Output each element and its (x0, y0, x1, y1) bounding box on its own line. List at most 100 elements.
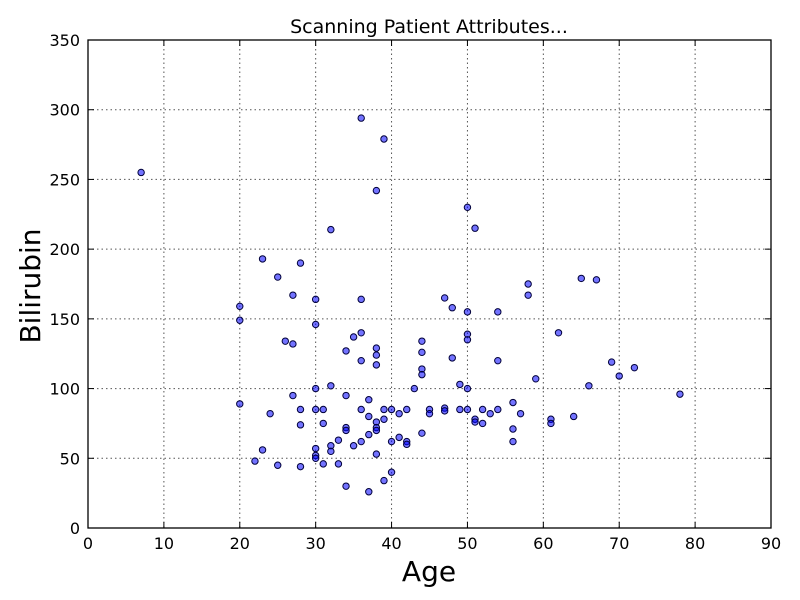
scatter-point (349, 442, 358, 450)
scatter-point (380, 135, 388, 143)
scatter-point (349, 333, 358, 341)
scatter-point (296, 462, 305, 471)
scatter-point (258, 446, 267, 454)
scatter-point (137, 168, 145, 177)
scatter-point (311, 454, 320, 462)
scatter-point (311, 444, 320, 453)
scatter-point (319, 460, 327, 468)
scatter-point (403, 405, 411, 414)
y-tick-label: 250 (49, 170, 80, 189)
data-points (137, 114, 684, 496)
scatter-point (494, 405, 502, 414)
scatter-point (236, 316, 244, 324)
y-tick-label: 100 (49, 380, 80, 399)
scatter-point (471, 224, 479, 232)
scatter-point (532, 375, 540, 383)
scatter-point (311, 320, 320, 329)
scatter-point (418, 370, 426, 379)
x-tick-label: 90 (761, 534, 781, 553)
grid (88, 40, 771, 528)
scatter-point (478, 419, 487, 428)
scatter-point (334, 436, 343, 444)
scatter-point (365, 430, 373, 439)
scatter-point (311, 384, 320, 393)
scatter-point (418, 348, 426, 357)
x-tick-label: 0 (83, 534, 93, 553)
scatter-point (463, 384, 472, 393)
scatter-point (357, 405, 365, 414)
scatter-point (676, 390, 684, 398)
scatter-point (418, 337, 426, 345)
scatter-point (448, 354, 456, 362)
scatter-point (357, 437, 365, 446)
scatter-point (372, 361, 381, 369)
scatter-point (365, 396, 373, 404)
scatter-point (440, 407, 449, 415)
scatter-point (463, 405, 472, 414)
scatter-point (456, 380, 464, 389)
scatter-point (494, 356, 502, 365)
scatter-point (630, 363, 639, 372)
scatter-point (547, 419, 555, 428)
scatter-point (387, 437, 396, 446)
scatter-point (486, 409, 494, 418)
scatter-point (342, 482, 350, 490)
x-tick-label: 70 (609, 534, 629, 553)
x-tick-label: 10 (154, 534, 174, 553)
scatter-point (342, 391, 350, 400)
scatter-point (372, 426, 381, 435)
scatter-point (380, 476, 388, 485)
scatter-point (342, 426, 350, 435)
scatter-point (494, 308, 502, 316)
y-tick-label: 300 (49, 101, 80, 120)
scatter-point (311, 295, 320, 304)
y-axis-label: Bilirubin (14, 228, 47, 343)
x-tick-label: 30 (305, 534, 325, 553)
scatter-point (289, 340, 297, 348)
y-tick-label: 150 (49, 310, 80, 329)
y-tick-label: 0 (70, 519, 80, 538)
scatter-point (319, 419, 327, 428)
scatter-point (577, 274, 585, 283)
scatter-point (524, 280, 532, 288)
scatter-point (403, 440, 411, 449)
scatter-point (509, 398, 517, 407)
scatter-point (395, 433, 403, 442)
x-tick-label: 20 (230, 534, 250, 553)
scatter-point (372, 344, 381, 352)
scatter-point (372, 450, 381, 458)
scatter-point (357, 356, 365, 365)
scatter-point (357, 295, 365, 304)
scatter-point (509, 437, 517, 446)
scatter-point (357, 114, 365, 122)
scatter-point (365, 412, 373, 421)
scatter-point (585, 382, 593, 390)
scatter-point (334, 460, 343, 468)
scatter-point (456, 405, 464, 414)
scatter-point (311, 405, 320, 414)
scatter-point (380, 415, 388, 423)
scatter-point (463, 336, 472, 344)
scatter-point (516, 409, 525, 418)
scatter-point (509, 425, 517, 433)
scatter-point (236, 400, 244, 408)
scatter-point (478, 405, 487, 414)
scatter-point (327, 447, 335, 456)
x-tick-label: 60 (533, 534, 553, 553)
scatter-point (440, 294, 449, 302)
x-tick-label: 80 (685, 534, 705, 553)
scatter-point (380, 405, 388, 414)
scatter-point (342, 347, 350, 355)
scatter-point (296, 405, 305, 414)
scatter-point (296, 421, 305, 429)
scatter-point (274, 461, 282, 469)
scatter-point (365, 488, 373, 496)
x-axis-label: Age (402, 555, 456, 588)
scatter-point (251, 457, 259, 465)
scatter-point (463, 203, 472, 212)
scatter-point (569, 412, 578, 421)
chart-title: Scanning Patient Attributes... (290, 16, 568, 38)
y-tick-label: 350 (49, 31, 80, 50)
